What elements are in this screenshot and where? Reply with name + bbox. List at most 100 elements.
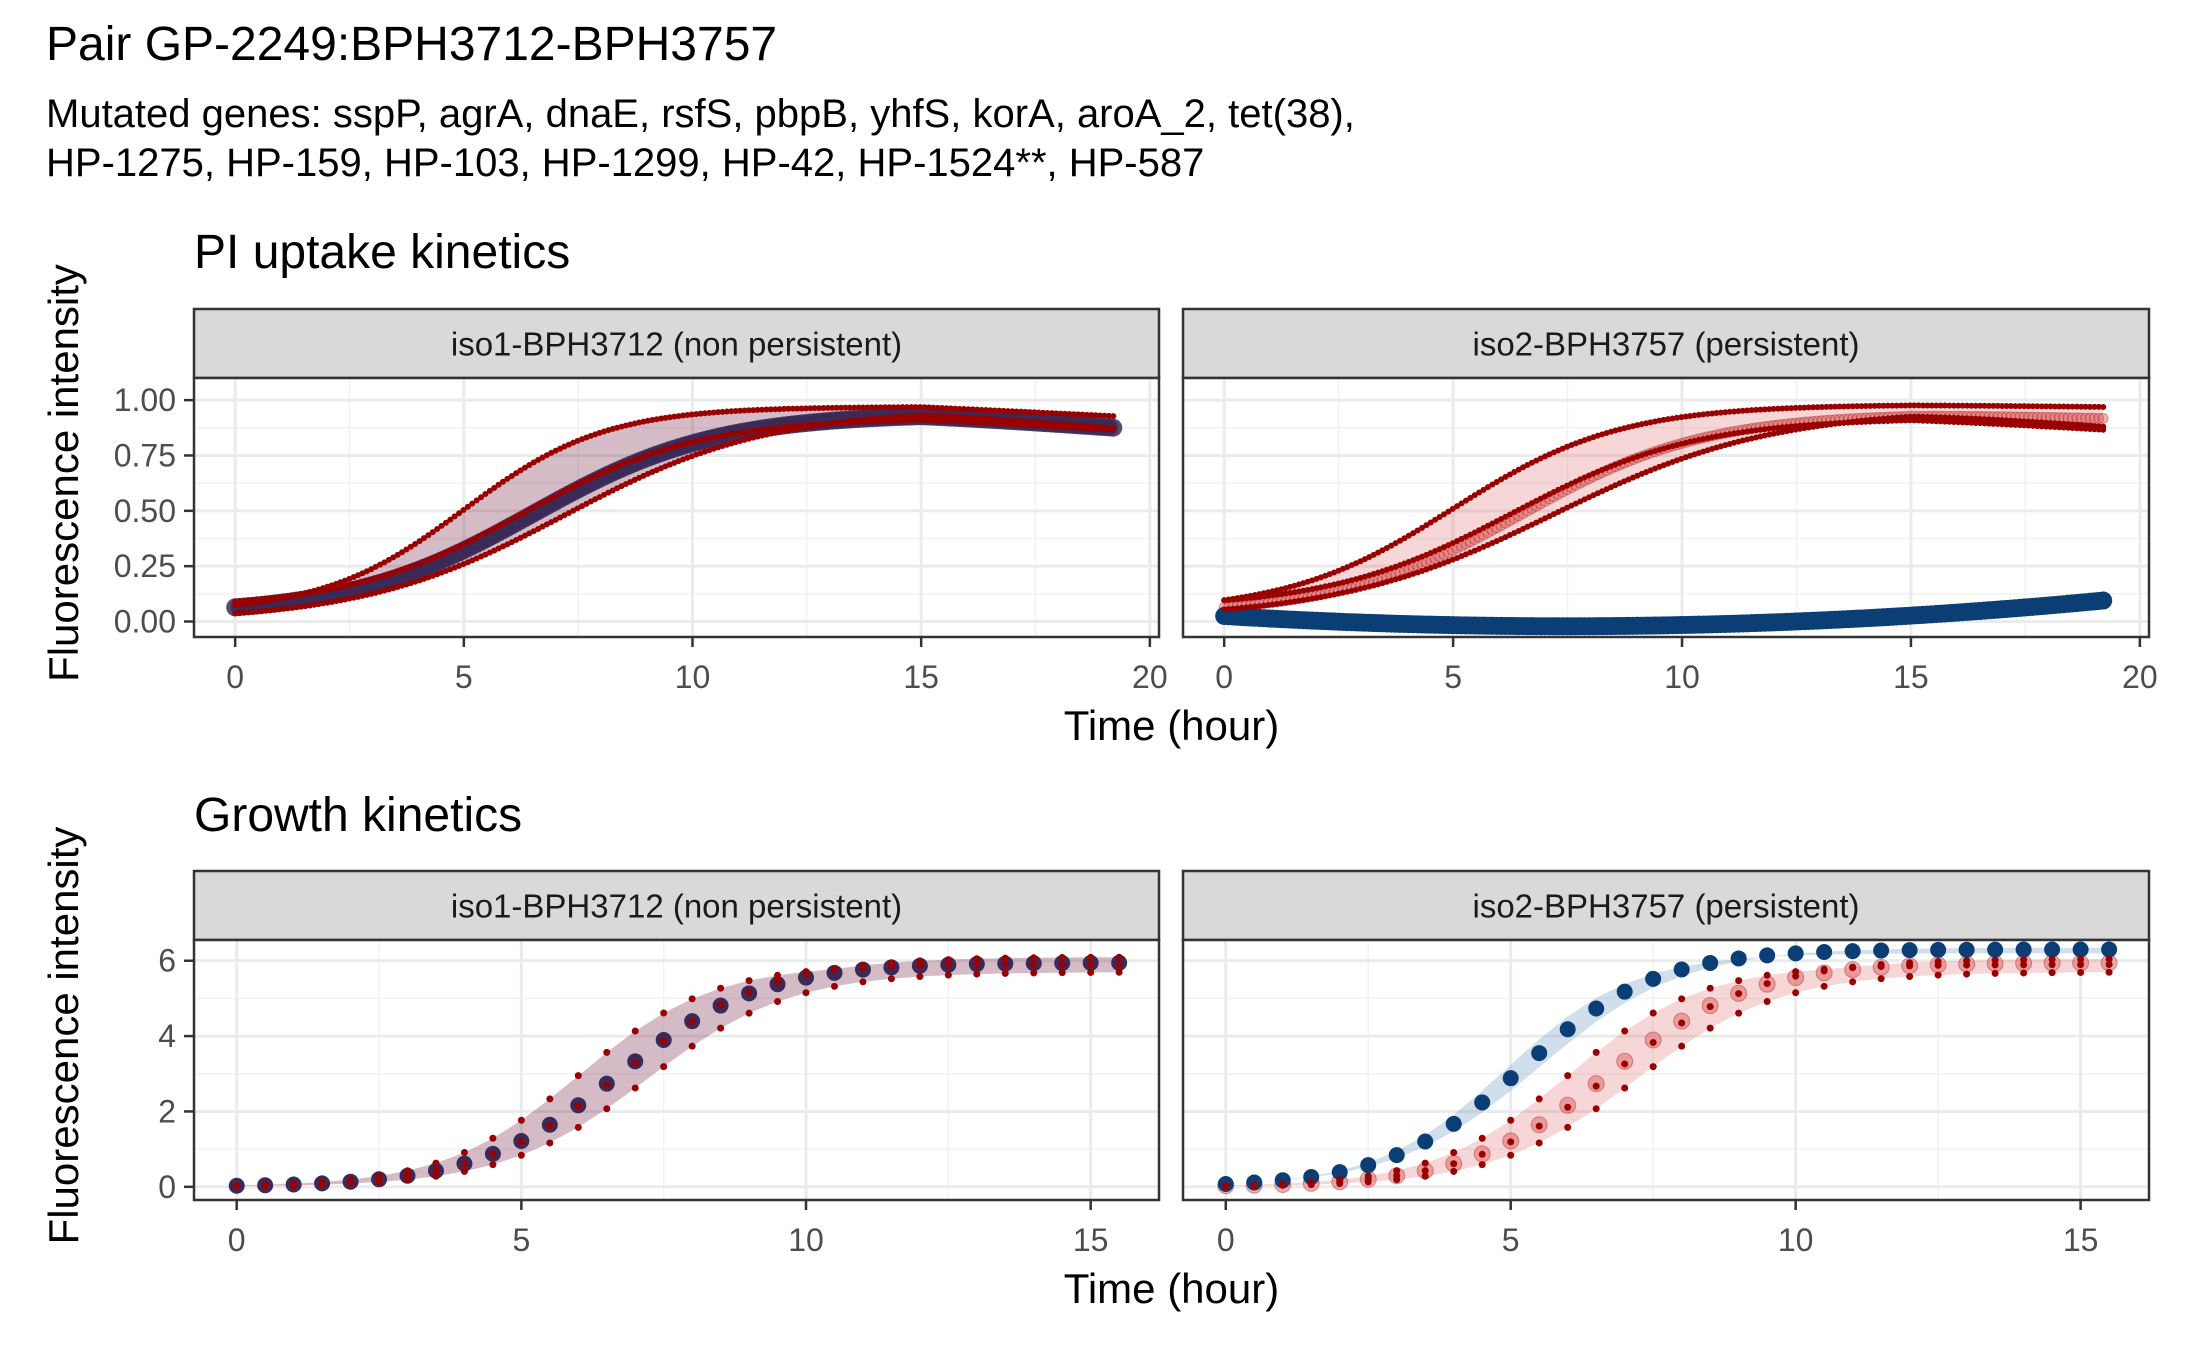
replicate-point — [1515, 466, 1522, 473]
replicate-point — [517, 1116, 525, 1124]
main-point — [2044, 941, 2061, 958]
x-tick-label: 0 — [228, 1222, 246, 1258]
replicate-point — [1783, 405, 1790, 412]
replicate-point — [916, 973, 924, 981]
replicate-point — [824, 420, 831, 427]
replicate-point — [1739, 429, 1746, 436]
main-point — [1616, 983, 1633, 1000]
replicate-point — [1805, 404, 1812, 411]
replicate-point — [1087, 968, 1095, 976]
replicate-point — [2048, 961, 2056, 969]
replicate-point — [1726, 431, 1733, 438]
replicate-point — [1260, 602, 1267, 609]
replicate-point — [432, 1167, 440, 1175]
replicate-point — [741, 407, 748, 414]
replicate-point — [1941, 414, 1948, 421]
replicate-point — [1295, 597, 1302, 604]
replicate-point — [447, 516, 454, 523]
replicate-point — [1026, 409, 1033, 416]
replicate-point — [1858, 403, 1865, 410]
replicate-point — [2069, 421, 2076, 428]
replicate-point — [1026, 418, 1033, 425]
replicate-point — [1621, 1027, 1629, 1035]
replicate-point — [2007, 403, 2014, 410]
replicate-point — [478, 494, 485, 501]
replicate-point — [262, 607, 269, 614]
main-point — [1388, 1147, 1405, 1164]
panel-2: iso2-BPH3757 (persistent) 0 5 10 15 — [1181, 869, 2151, 1258]
replicate-point — [838, 419, 845, 426]
replicate-point — [807, 405, 814, 412]
replicate-point — [991, 407, 998, 414]
replicate-point — [1849, 418, 1856, 425]
replicate-point — [851, 404, 858, 411]
replicate-point — [1832, 420, 1839, 427]
panel-1: iso1-BPH3712 (non persistent) 0 5 10 15 0 2 4 6 — [158, 869, 1161, 1258]
main-point — [1873, 942, 1890, 959]
replicate-point — [535, 502, 542, 509]
replicate-point — [969, 414, 976, 421]
replicate-point — [504, 475, 511, 482]
replicate-point — [1282, 599, 1289, 606]
replicate-point — [1937, 414, 1944, 421]
replicate-point — [2021, 403, 2028, 410]
replicate-point — [271, 594, 278, 601]
replicate-point — [517, 1151, 525, 1159]
replicate-point — [1115, 961, 1123, 969]
replicate-point — [284, 592, 291, 599]
replicate-point — [1507, 1138, 1515, 1146]
replicate-point — [546, 1139, 554, 1147]
replicate-point — [763, 406, 770, 413]
replicate-point — [504, 518, 511, 525]
main-series — [1217, 941, 2118, 1192]
replicate-point — [1735, 990, 1743, 998]
replicate-point — [908, 404, 915, 411]
replicate-point — [491, 525, 498, 532]
replicate-point — [978, 419, 985, 426]
replicate-point — [1250, 1182, 1258, 1190]
replicate-point — [1950, 418, 1957, 425]
replicate-point — [1763, 971, 1771, 979]
replicate-point — [921, 412, 928, 419]
replicate-point — [546, 1095, 554, 1103]
x-axis-ticks: 0 5 10 15 — [228, 1200, 1108, 1258]
replicate-point — [1418, 524, 1425, 531]
replicate-point — [438, 522, 445, 529]
replicate-point — [956, 418, 963, 425]
replicate-point — [1706, 1003, 1714, 1011]
replicate-point — [842, 418, 849, 425]
replicate-point — [236, 610, 243, 617]
replicate-point — [1269, 601, 1276, 608]
replicate-point — [1836, 420, 1843, 427]
replicate-point — [969, 419, 976, 426]
replicate-point — [956, 413, 963, 420]
replicate-point — [2100, 403, 2107, 410]
replicate-point — [530, 504, 537, 511]
replicate-point — [290, 1181, 298, 1189]
replicate-point — [830, 982, 838, 990]
replicate-point — [916, 957, 924, 965]
chart-1: PI uptake kinetics Fluorescence intensity… — [40, 226, 2158, 749]
replicate-point — [794, 405, 801, 412]
y-tick-label: 0.00 — [114, 604, 176, 640]
replicate-point — [772, 406, 779, 413]
replicate-point — [877, 415, 884, 422]
replicate-point — [1083, 411, 1090, 418]
replicate-point — [347, 1180, 355, 1188]
replicate-point — [859, 978, 867, 986]
replicate-point — [2003, 417, 2010, 424]
replicate-point — [574, 1072, 582, 1080]
replicate-point — [546, 1122, 554, 1130]
replicate-point — [660, 1063, 668, 1071]
replicate-point — [978, 415, 985, 422]
replicate-point — [2077, 968, 2085, 976]
replicate-point — [2087, 403, 2094, 410]
replicate-point — [526, 506, 533, 513]
replicate-point — [1991, 969, 1999, 977]
replicate-point — [1946, 414, 1953, 421]
replicate-point — [903, 404, 910, 411]
replicate-point — [1805, 424, 1812, 431]
replicate-point — [574, 1103, 582, 1111]
replicate-point — [1934, 971, 1942, 979]
replicate-point — [895, 413, 902, 420]
